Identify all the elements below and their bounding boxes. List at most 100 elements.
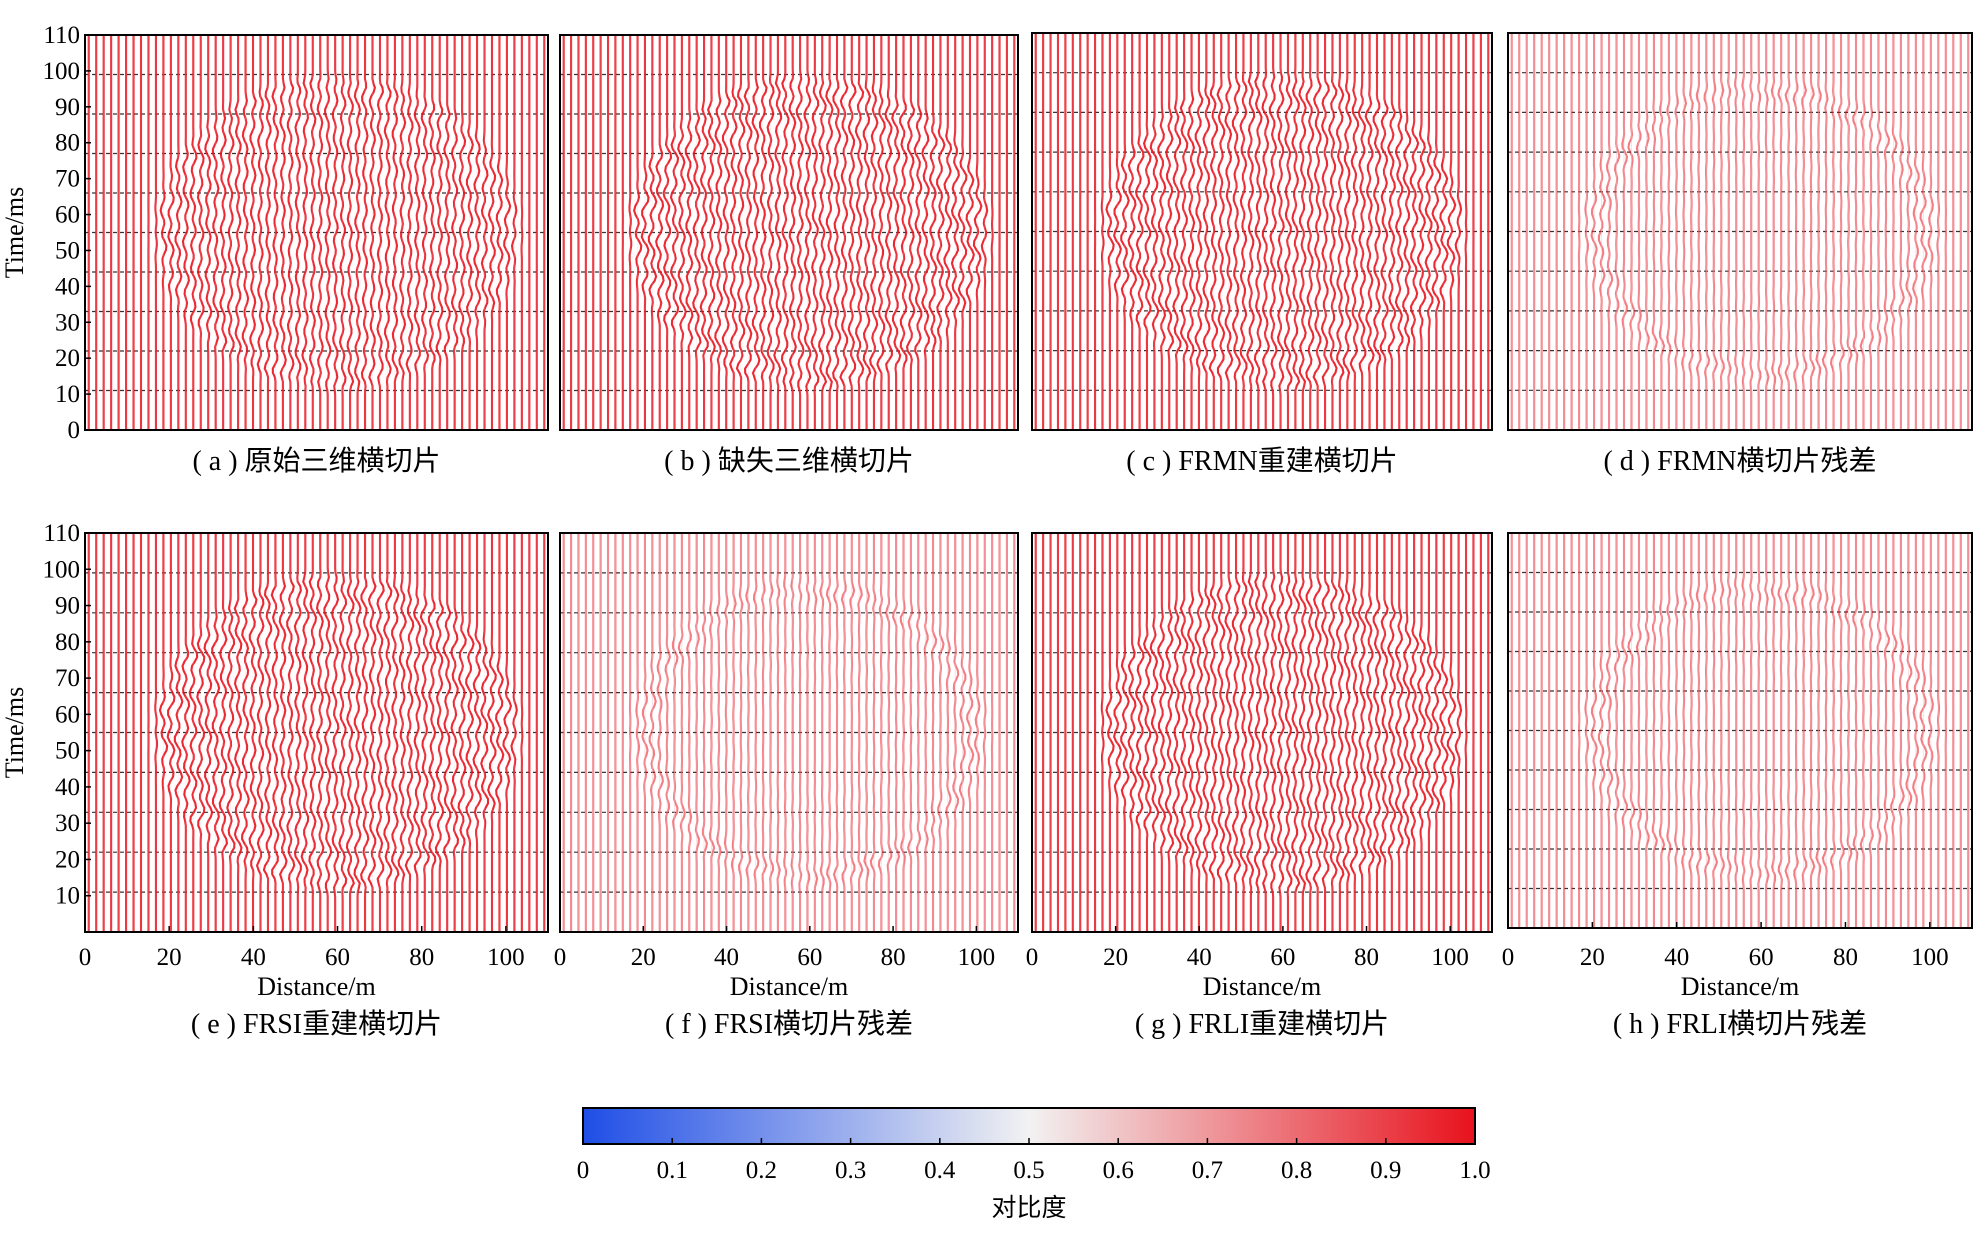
trace xyxy=(1868,33,1874,430)
colorbar-ticks: 0 0.1 0.2 0.3 0.4 0.5 0.6 0.7 0.8 0.9 1.0 xyxy=(577,1138,1491,1184)
trace xyxy=(1179,33,1189,430)
trace xyxy=(502,533,513,932)
x-tick-label: 60 xyxy=(1270,944,1295,971)
trace xyxy=(450,533,459,932)
trace xyxy=(1268,33,1278,430)
trace xyxy=(1830,533,1837,928)
trace xyxy=(869,533,877,932)
trace xyxy=(1224,533,1234,932)
plot-area-f xyxy=(560,533,1018,932)
trace xyxy=(1666,533,1672,928)
trace xyxy=(862,35,872,430)
trace xyxy=(234,35,242,430)
trace xyxy=(166,533,176,932)
trace xyxy=(1844,33,1853,430)
x-tick-label: 80 xyxy=(1833,944,1858,971)
trace xyxy=(1164,533,1175,932)
x-tick-label: 20 xyxy=(1580,944,1605,971)
trace xyxy=(1113,33,1122,430)
x-tick-label: 0 xyxy=(554,944,567,971)
x-tick-label: 60 xyxy=(797,944,822,971)
trace xyxy=(1291,33,1301,430)
trace xyxy=(1409,33,1420,430)
trace xyxy=(1216,33,1226,430)
trace xyxy=(1446,33,1457,430)
trace xyxy=(1852,533,1859,928)
trace xyxy=(154,35,158,430)
trace xyxy=(812,533,819,932)
trace xyxy=(435,35,444,430)
trace xyxy=(832,35,842,430)
trace xyxy=(950,35,960,430)
trace xyxy=(1905,533,1913,928)
y-tick-label: 30 xyxy=(55,810,80,837)
plot-area-c xyxy=(1032,33,1492,430)
panel-a: 0 10 20 30 40 50 60 70 80 90 100 110 Time/ms ( a ) 原始… xyxy=(0,22,549,477)
trace xyxy=(1936,33,1941,430)
trace xyxy=(1349,533,1360,932)
trace xyxy=(752,533,760,932)
panel-f: 0 20 40 60 80 100 Distance/m ( f ) FRSI横切片残差 xyxy=(554,532,1019,1040)
trace xyxy=(839,35,849,430)
trace xyxy=(1868,533,1874,928)
x-axis-title: Distance/m xyxy=(730,972,848,1001)
trace xyxy=(1416,533,1427,932)
trace xyxy=(1890,33,1898,430)
trace xyxy=(1328,33,1338,430)
trace xyxy=(1815,33,1822,430)
trace xyxy=(899,533,906,932)
trace xyxy=(368,35,377,430)
trace xyxy=(262,533,273,932)
x-tick-label: 20 xyxy=(157,944,182,971)
trace xyxy=(974,533,981,932)
x-tick-label: 60 xyxy=(325,944,350,971)
trace xyxy=(641,533,649,932)
colorbar-label: 对比度 xyxy=(991,1194,1066,1222)
trace xyxy=(428,35,436,430)
colorbar-tick-label: 0.6 xyxy=(1103,1157,1134,1184)
trace xyxy=(1605,33,1614,430)
trace xyxy=(255,533,265,932)
trace xyxy=(810,35,820,430)
trace xyxy=(1105,33,1115,430)
trace xyxy=(1627,533,1636,928)
trace xyxy=(1734,533,1738,928)
trace xyxy=(233,533,243,932)
trace xyxy=(758,35,769,430)
panel-b: ( b ) 缺失三维横切片 xyxy=(559,34,1019,477)
trace xyxy=(1651,33,1658,430)
trace xyxy=(495,35,504,430)
trace xyxy=(1194,533,1204,932)
panel-caption-e: ( e ) FRSI重建横切片 xyxy=(191,1008,442,1040)
trace xyxy=(249,35,257,430)
trace xyxy=(1186,33,1196,430)
trace xyxy=(1703,33,1711,430)
trace xyxy=(1666,33,1672,430)
trace xyxy=(1342,533,1352,932)
trace xyxy=(309,35,317,430)
panel-frame-h xyxy=(1507,532,1973,929)
trace xyxy=(1912,533,1920,928)
trace xyxy=(427,533,437,932)
trace xyxy=(1224,33,1234,430)
trace xyxy=(972,35,983,430)
trace xyxy=(1454,533,1463,932)
trace xyxy=(1711,33,1719,430)
trace xyxy=(1801,33,1808,430)
trace xyxy=(1726,33,1732,430)
trace xyxy=(1268,533,1278,932)
trace xyxy=(990,35,994,430)
trace xyxy=(662,35,673,430)
x-tick-label: 20 xyxy=(631,944,656,971)
trace xyxy=(1681,33,1688,430)
trace xyxy=(1859,33,1866,430)
trace xyxy=(450,35,459,430)
colorbar-tick-label: 0.4 xyxy=(924,1157,956,1184)
trace xyxy=(840,533,848,932)
trace xyxy=(1157,33,1167,430)
y-tick-label: 110 xyxy=(43,520,80,547)
trace xyxy=(1231,33,1241,430)
trace xyxy=(1674,533,1679,928)
trace xyxy=(240,533,250,932)
trace xyxy=(294,35,302,430)
